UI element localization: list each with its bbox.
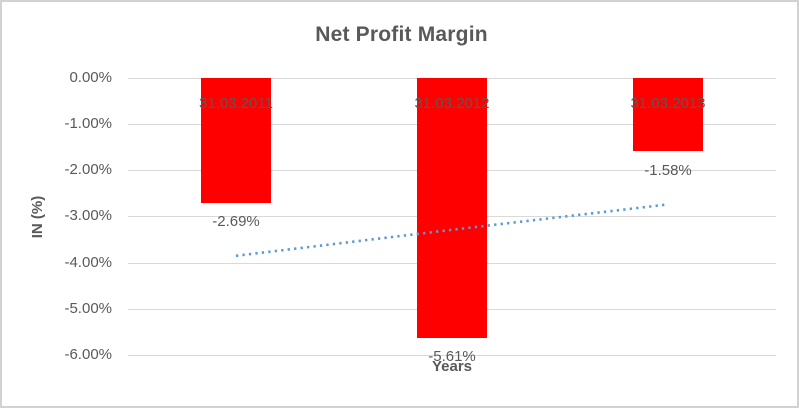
y-tick-label: -1.00% (64, 115, 112, 132)
category-label: 31.03.2013 (630, 95, 706, 112)
data-label: -1.58% (644, 162, 692, 179)
y-tick-label: 0.00% (69, 69, 112, 86)
bar[interactable] (417, 78, 487, 338)
y-axis-title: IN (%) (29, 195, 46, 239)
category-label: 31.03.2012 (414, 95, 490, 112)
category-label: 31.03.2011 (199, 95, 273, 112)
y-tick-label: -2.00% (64, 161, 112, 178)
y-tick-label: -4.00% (64, 254, 112, 271)
data-label: -5.61% (428, 348, 476, 365)
chart-title: Net Profit Margin (315, 23, 488, 46)
y-tick-label: -5.00% (64, 300, 112, 317)
data-label: -2.69% (212, 213, 260, 230)
y-tick-label: -6.00% (64, 346, 112, 363)
y-tick-label: -3.00% (64, 207, 112, 224)
bar[interactable] (633, 78, 703, 151)
x-axis-title: Years (431, 358, 473, 375)
bar[interactable] (201, 78, 271, 203)
gridline (128, 355, 776, 356)
